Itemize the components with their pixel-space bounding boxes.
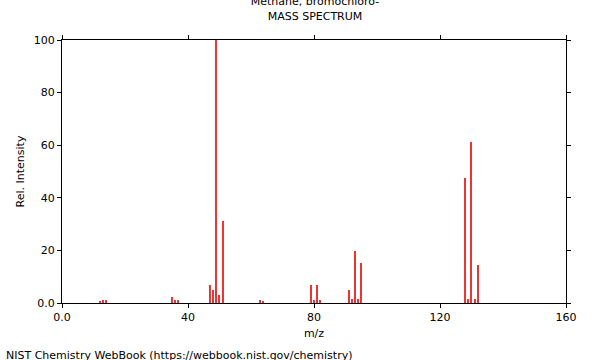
svg-text:40: 40 bbox=[41, 192, 55, 205]
svg-text:NIST Chemistry WebBook (https:: NIST Chemistry WebBook (https://webbook.… bbox=[6, 349, 353, 360]
svg-text:Rel. Intensity: Rel. Intensity bbox=[14, 135, 27, 207]
svg-text:60: 60 bbox=[41, 139, 55, 152]
svg-text:100: 100 bbox=[34, 34, 55, 47]
svg-text:120: 120 bbox=[430, 311, 451, 324]
svg-text:160: 160 bbox=[556, 311, 577, 324]
svg-text:80: 80 bbox=[307, 311, 321, 324]
svg-text:20: 20 bbox=[41, 244, 55, 257]
svg-text:80: 80 bbox=[41, 86, 55, 99]
svg-text:40: 40 bbox=[181, 311, 195, 324]
svg-text:m/z: m/z bbox=[304, 327, 324, 340]
svg-text:0.0: 0.0 bbox=[37, 297, 55, 310]
svg-text:0.0: 0.0 bbox=[53, 311, 71, 324]
svg-text:Methane, bromochloro-MASS SPEC: Methane, bromochloro-MASS SPECTRUM bbox=[251, 0, 379, 23]
